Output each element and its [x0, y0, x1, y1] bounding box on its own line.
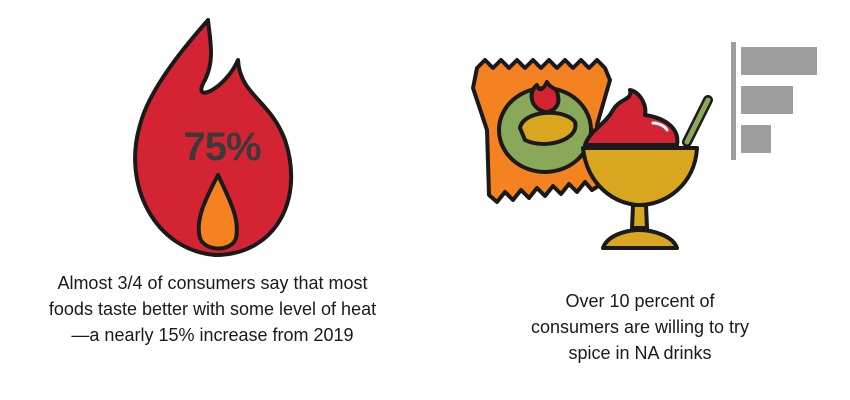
left-caption: Almost 3/4 of consumers say that most fo… — [48, 273, 377, 345]
flame-stat: 75% — [183, 125, 260, 169]
bar-chart-icon — [731, 42, 817, 160]
sundae-cup-icon — [581, 88, 713, 250]
left-panel: 75% Almost 3/4 of consumers say that mos… — [48, 18, 377, 345]
chip-bag-icon — [471, 58, 612, 204]
right-panel: Over 10 percent of consumers are willing… — [425, 0, 850, 400]
spicy-snacks-illustration — [471, 42, 817, 250]
flame-icon: 75% — [133, 18, 294, 257]
right-caption: Over 10 percent of consumers are willing… — [530, 291, 750, 363]
